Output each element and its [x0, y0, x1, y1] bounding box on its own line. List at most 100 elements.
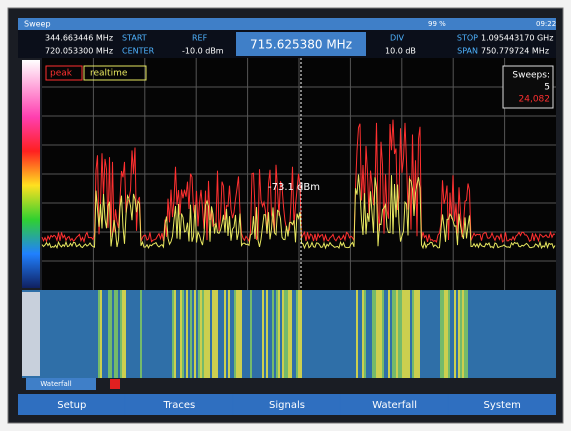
- waterfall-stripe: [464, 290, 466, 378]
- waterfall-stripe: [140, 290, 142, 378]
- menu-button-label: Waterfall: [372, 400, 417, 411]
- waterfall-stripe: [110, 290, 112, 378]
- waterfall-stripe: [124, 290, 126, 378]
- waterfall-stripe: [414, 290, 416, 378]
- ref-label: REF: [192, 34, 208, 43]
- waterfall-stripe: [396, 290, 398, 378]
- waterfall-stripe: [446, 290, 448, 378]
- waterfall-stripe: [376, 290, 378, 378]
- color-scale: [22, 60, 40, 288]
- waterfall-stripe: [278, 290, 280, 378]
- waterfall-stripe: [100, 290, 102, 378]
- waterfall-stripe: [402, 290, 404, 378]
- waterfall-stripe: [182, 290, 184, 378]
- waterfall-stripe: [262, 290, 264, 378]
- waterfall-stripe: [286, 290, 288, 378]
- waterfall-stripe: [208, 290, 210, 378]
- sweeps-label: Sweeps:: [512, 71, 550, 81]
- waterfall-stripe: [122, 290, 124, 378]
- waterfall-tab-label: Waterfall: [40, 380, 71, 388]
- waterfall-stripe: [238, 290, 240, 378]
- waterfall-stripe: [462, 290, 464, 378]
- waterfall-stripe: [408, 290, 410, 378]
- waterfall-stripe: [120, 290, 122, 378]
- waterfall-stripe: [442, 290, 444, 378]
- waterfall-stripe: [400, 290, 402, 378]
- waterfall-stripe: [372, 290, 374, 378]
- waterfall-stripe: [204, 290, 206, 378]
- start-value: 344.663446 MHz: [45, 34, 113, 43]
- waterfall-stripe: [388, 290, 390, 378]
- waterfall-stripe: [250, 290, 252, 378]
- waterfall-stripe: [444, 290, 446, 378]
- waterfall-stripe: [190, 290, 192, 378]
- legend-peak: peak: [50, 69, 73, 79]
- center-value: 720.053300 MHz: [45, 47, 113, 56]
- waterfall-stripe: [404, 290, 406, 378]
- waterfall-stripe: [412, 290, 414, 378]
- waterfall-stripe: [228, 290, 230, 378]
- waterfall-stripe: [284, 290, 286, 378]
- stop-label: STOP: [457, 34, 478, 43]
- waterfall-stripe: [234, 290, 236, 378]
- waterfall-stripe: [394, 290, 396, 378]
- waterfall-stripe: [224, 290, 226, 378]
- div-label: DIV: [390, 34, 405, 43]
- waterfall-stripe: [418, 290, 420, 378]
- marker-label: -73.1 dBm: [268, 182, 320, 193]
- menu-button-label: System: [484, 400, 521, 411]
- waterfall-stripe: [202, 290, 204, 378]
- waterfall-stripe: [298, 290, 300, 378]
- screen-photo: Sweep 99 % 09:22 344.663446 MHz START 72…: [0, 0, 571, 431]
- legend-realtime: realtime: [90, 69, 128, 79]
- waterfall-stripe: [398, 290, 400, 378]
- menu-button-label: Setup: [57, 400, 86, 411]
- waterfall-stripe: [466, 290, 468, 378]
- waterfall-stripe: [290, 290, 292, 378]
- waterfall-stripe: [356, 290, 358, 378]
- waterfall-stripe: [172, 290, 174, 378]
- waterfall-stripe: [236, 290, 238, 378]
- waterfall-stripe: [98, 290, 100, 378]
- marker-frequency: 715.625380 MHz: [250, 38, 352, 52]
- stop-value: 1.095443170 GHz: [481, 34, 553, 43]
- div-value: 10.0 dB: [385, 47, 416, 56]
- waterfall-stripe: [380, 290, 382, 378]
- ref-value: -10.0 dBm: [182, 47, 224, 56]
- waterfall-stripe: [272, 290, 274, 378]
- waterfall-stripe: [114, 290, 116, 378]
- waterfall-stripe: [392, 290, 394, 378]
- waterfall-stripe: [362, 290, 364, 378]
- waterfall-scrollbar[interactable]: [22, 292, 40, 376]
- title: Sweep: [24, 20, 51, 29]
- waterfall-stripe: [288, 290, 290, 378]
- tab-close[interactable]: [110, 379, 120, 389]
- waterfall-stripe: [186, 290, 188, 378]
- center-label: CENTER: [122, 47, 155, 56]
- span-label: SPAN: [457, 47, 478, 56]
- start-label: START: [122, 34, 147, 43]
- waterfall-stripe: [216, 290, 218, 378]
- waterfall-stripe: [276, 290, 278, 378]
- waterfall-stripe: [364, 290, 366, 378]
- menu-button-label: Signals: [269, 400, 305, 411]
- waterfall-stripe: [116, 290, 118, 378]
- menu-button-label: Traces: [163, 400, 196, 411]
- waterfall-stripe: [108, 290, 110, 378]
- waterfall-stripe: [240, 290, 242, 378]
- title-bar: [18, 18, 556, 30]
- waterfall-stripe: [282, 290, 284, 378]
- battery: 99 %: [428, 20, 446, 28]
- waterfall-stripe: [378, 290, 380, 378]
- waterfall-stripe: [194, 290, 196, 378]
- waterfall-stripe: [454, 290, 456, 378]
- waterfall-stripe: [206, 290, 208, 378]
- waterfall-stripe: [174, 290, 176, 378]
- waterfall-stripe: [382, 290, 384, 378]
- waterfall-stripe: [416, 290, 418, 378]
- span-value: 750.779724 MHz: [481, 47, 549, 56]
- waterfall-stripe: [180, 290, 182, 378]
- waterfall-stripe: [374, 290, 376, 378]
- waterfall-stripe: [266, 290, 268, 378]
- waterfall-stripe: [448, 290, 450, 378]
